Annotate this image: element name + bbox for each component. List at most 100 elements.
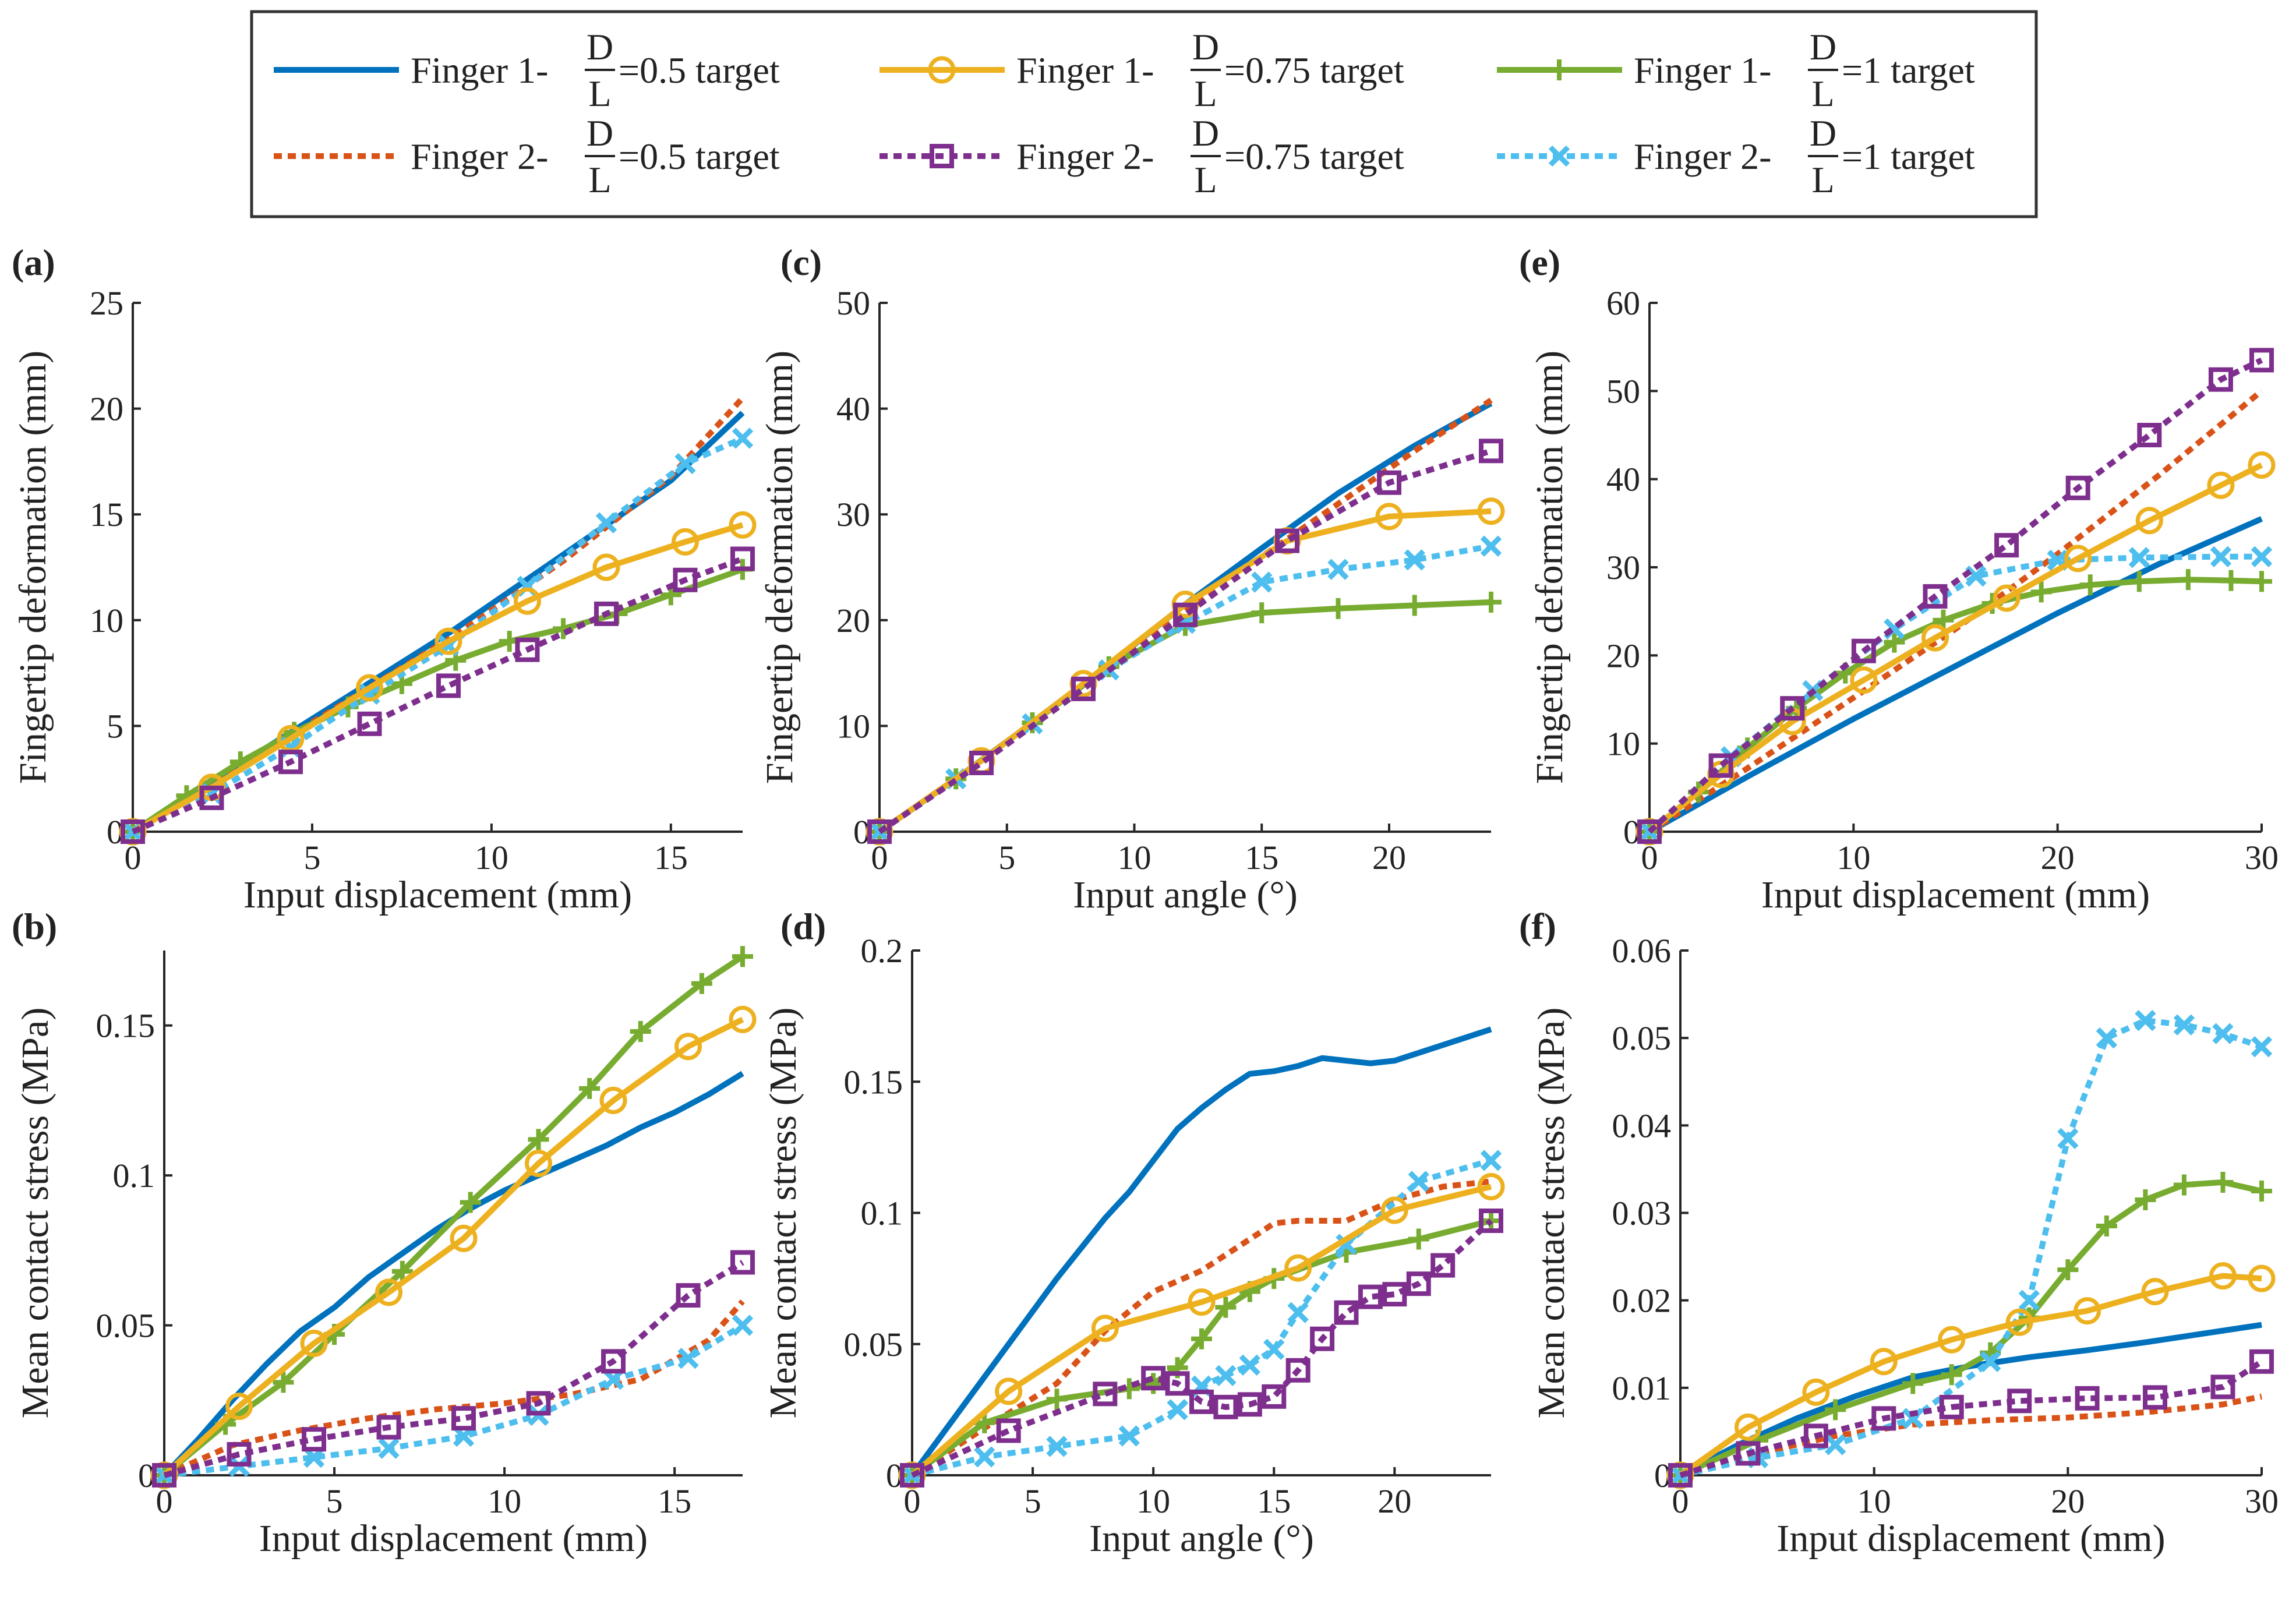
data-point bbox=[528, 1129, 549, 1150]
series-line bbox=[163, 1260, 744, 1478]
data-point bbox=[1165, 1371, 1190, 1396]
legend-entry-f1_1: Finger 1- DL=1 target bbox=[1497, 26, 1975, 114]
series-f2_05 bbox=[910, 1178, 1492, 1478]
data-point bbox=[592, 553, 620, 581]
axes-frame bbox=[132, 303, 743, 833]
data-point bbox=[995, 1377, 1023, 1405]
legend-frac-num: D bbox=[1192, 112, 1219, 154]
data-point bbox=[1334, 1300, 1359, 1325]
legend-suffix: =0.75 target bbox=[1224, 136, 1404, 177]
data-point bbox=[2030, 581, 2052, 603]
data-point bbox=[1825, 1399, 1846, 1421]
data-point bbox=[436, 673, 461, 698]
y-tick-label: 0.04 bbox=[1612, 1107, 1672, 1144]
data-point bbox=[2207, 471, 2235, 499]
data-point bbox=[1708, 753, 1733, 778]
data-point bbox=[1637, 819, 1662, 844]
data-point bbox=[1803, 1423, 1828, 1448]
data-point bbox=[2249, 348, 2274, 373]
data-point bbox=[2007, 1388, 2032, 1414]
data-point bbox=[1941, 1364, 1962, 1386]
data-point bbox=[1382, 1282, 1407, 1307]
data-point bbox=[2173, 1174, 2195, 1196]
x-tick-label: 5 bbox=[998, 839, 1015, 877]
data-point bbox=[526, 1391, 551, 1416]
data-point bbox=[673, 567, 698, 592]
panel-label: (f) bbox=[1519, 906, 1556, 947]
legend-frac-num: D bbox=[587, 112, 613, 154]
data-point bbox=[1871, 1406, 1896, 1431]
x-axis-label: Input displacement (mm) bbox=[1776, 1517, 2165, 1560]
data-point bbox=[2177, 569, 2199, 591]
series-f2_1 bbox=[1638, 546, 2273, 843]
data-point bbox=[2210, 546, 2232, 568]
x-tick-label: 5 bbox=[303, 839, 320, 877]
series-f1_075 bbox=[150, 1005, 757, 1489]
y-tick-label: 0.1 bbox=[861, 1195, 903, 1232]
data-point bbox=[730, 546, 755, 571]
series-f1_1 bbox=[869, 591, 1502, 842]
data-point bbox=[1902, 1408, 1924, 1429]
data-point bbox=[302, 1427, 327, 1452]
data-point bbox=[1173, 602, 1198, 627]
series-line bbox=[132, 556, 744, 835]
data-point bbox=[357, 711, 382, 736]
data-point bbox=[2248, 1264, 2276, 1292]
data-point bbox=[273, 1372, 294, 1393]
series-f2_075 bbox=[152, 1250, 755, 1488]
y-tick-label: 0.15 bbox=[844, 1063, 903, 1101]
data-point bbox=[900, 1463, 924, 1488]
data-point bbox=[1263, 1338, 1285, 1360]
data-point bbox=[2096, 1216, 2117, 1237]
data-point bbox=[1884, 631, 1905, 653]
y-tick-label: 25 bbox=[90, 284, 123, 322]
data-point bbox=[2248, 451, 2276, 479]
data-point bbox=[671, 528, 699, 556]
legend-frac-den: L bbox=[1811, 159, 1834, 200]
data-point bbox=[1404, 549, 1425, 571]
data-point bbox=[1780, 696, 1805, 721]
y-tick-label: 0.05 bbox=[96, 1307, 156, 1345]
legend-frac-num: D bbox=[587, 26, 613, 68]
panel-label: (d) bbox=[780, 906, 826, 947]
series-line bbox=[1647, 553, 2262, 834]
series-f1_05 bbox=[1648, 516, 2263, 835]
data-point bbox=[1430, 1253, 1456, 1278]
data-point bbox=[378, 1437, 400, 1459]
series-f1_1 bbox=[1639, 569, 2272, 842]
data-point bbox=[1994, 533, 2019, 558]
data-point bbox=[1189, 1389, 1214, 1414]
series-f2_075 bbox=[1668, 1349, 2274, 1488]
series-f2_05 bbox=[1648, 388, 2264, 835]
x-tick-label: 15 bbox=[1245, 839, 1278, 877]
data-point bbox=[1736, 1441, 1761, 1466]
legend-entry-f2_05: Finger 2- DL=0.5 target bbox=[274, 112, 780, 200]
data-point bbox=[1406, 1271, 1431, 1296]
data-point bbox=[1327, 598, 1349, 619]
data-point bbox=[1188, 1288, 1216, 1316]
data-point bbox=[1239, 1354, 1261, 1376]
series-line bbox=[878, 599, 1492, 835]
data-point bbox=[525, 1150, 553, 1178]
y-tick-label: 15 bbox=[90, 496, 123, 533]
y-tick-label: 0.05 bbox=[1612, 1019, 1672, 1057]
data-point bbox=[2251, 546, 2273, 568]
data-point bbox=[1213, 1394, 1238, 1419]
data-point bbox=[1375, 503, 1403, 531]
data-point bbox=[1251, 571, 1273, 593]
data-point bbox=[732, 946, 753, 967]
data-point bbox=[2064, 545, 2092, 573]
x-tick-label: 10 bbox=[1857, 1482, 1891, 1520]
series-line bbox=[1679, 1273, 2262, 1478]
data-point bbox=[2057, 1259, 2079, 1281]
x-tick-label: 20 bbox=[2041, 839, 2075, 877]
data-point bbox=[1921, 624, 1949, 652]
data-point bbox=[2143, 1385, 2168, 1410]
series-line bbox=[131, 396, 745, 835]
data-point bbox=[2212, 1171, 2234, 1193]
legend-frac-num: D bbox=[1810, 26, 1836, 68]
